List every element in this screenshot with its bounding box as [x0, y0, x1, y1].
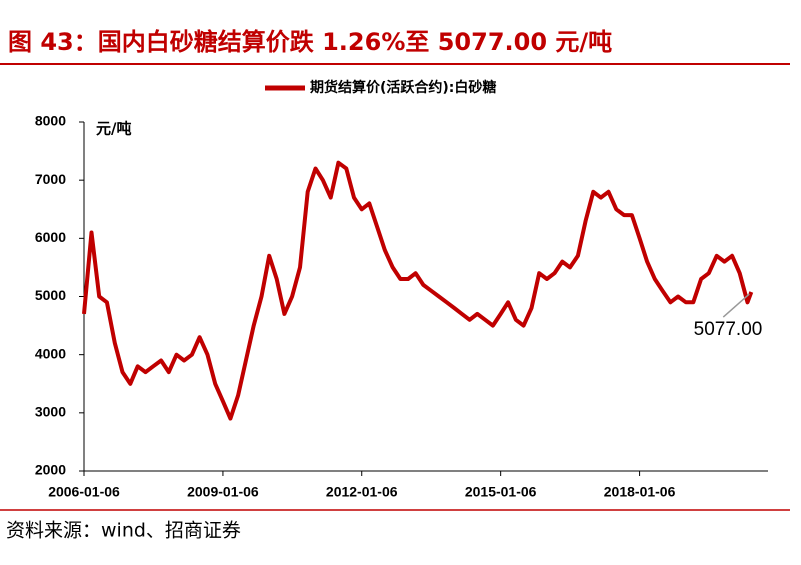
y-tick-label: 3000 [35, 404, 66, 420]
y-tick-label: 4000 [35, 345, 66, 361]
x-tick-label: 2018-01-06 [604, 484, 676, 500]
x-tick-label: 2012-01-06 [326, 484, 398, 500]
y-tick-label: 8000 [35, 113, 66, 129]
source-note: 资料来源：wind、招商证券 [6, 520, 241, 542]
chart-title: 图 43：国内白砂糖结算价跌 1.26%至 5077.00 元/吨 [8, 28, 612, 56]
x-tick-label: 2015-01-06 [465, 484, 537, 500]
x-tick-label: 2006-01-06 [48, 484, 120, 500]
series-line [82, 160, 754, 421]
y-tick-label: 7000 [35, 171, 66, 187]
annotation: 5077.00 [694, 319, 763, 340]
y-tick-label: 2000 [35, 462, 66, 478]
annotation-leader [722, 293, 750, 318]
x-tick-label: 2009-01-06 [187, 484, 259, 500]
y-tick-label: 6000 [35, 229, 66, 245]
legend-label: 期货结算价(活跃合约):白砂糖 [310, 79, 496, 96]
y-tick-label: 5000 [35, 287, 66, 303]
y-unit-label: 元/吨 [96, 120, 131, 138]
